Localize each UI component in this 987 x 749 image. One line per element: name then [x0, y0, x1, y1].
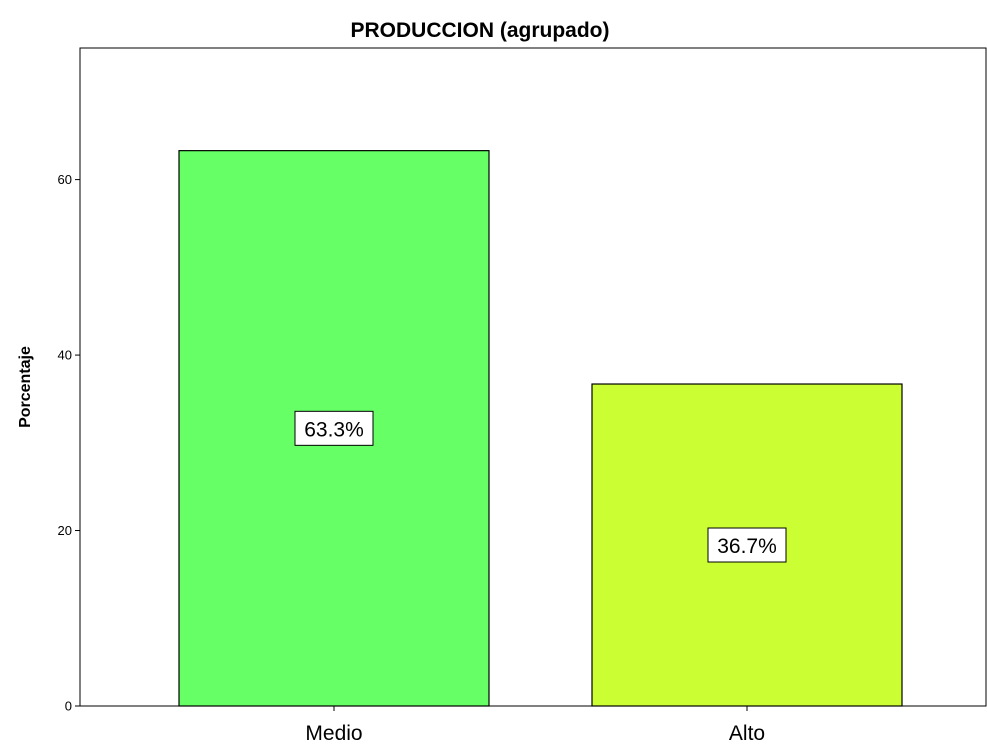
- chart-title: PRODUCCION (agrupado): [350, 19, 610, 42]
- y-tick-label: 20: [58, 523, 72, 538]
- y-tick-label: 60: [58, 172, 72, 187]
- x-tick-label: Alto: [729, 722, 765, 745]
- x-tick-label: Medio: [305, 722, 362, 745]
- y-axis-label: Porcentaje: [17, 346, 34, 428]
- data-label: 63.3%: [304, 418, 364, 441]
- data-label-box: [294, 410, 374, 446]
- data-label: 36.7%: [717, 535, 777, 558]
- y-tick-label: 0: [65, 699, 72, 714]
- data-label-box: [707, 527, 787, 563]
- y-tick-label: 40: [58, 348, 72, 363]
